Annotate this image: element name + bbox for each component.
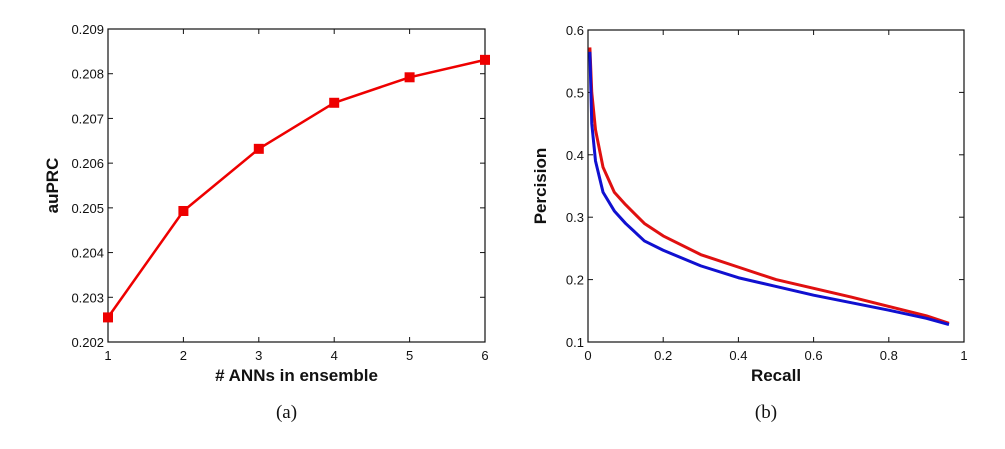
x-axis-label: # ANNs in ensemble [215, 366, 378, 385]
x-tick-label: 3 [255, 348, 262, 363]
axes-box [107, 28, 486, 343]
y-tick-label: 0.1 [566, 335, 584, 350]
x-tick-label: 0.2 [654, 348, 672, 363]
y-tick-label: 0.3 [566, 210, 584, 225]
y-tick-label: 0.4 [566, 148, 584, 163]
x-tick-label: 4 [331, 348, 338, 363]
x-tick-label: 5 [406, 348, 413, 363]
y-tick-label: 0.2 [566, 273, 584, 288]
y-tick-label: 0.208 [71, 67, 104, 82]
data-point [103, 312, 113, 323]
y-tick-label: 0.202 [71, 335, 104, 350]
chart-a: 1 2 3 4 5 6 0.202 0.203 0.204 0.205 0.206 0.207 0.20… [43, 22, 490, 423]
series-line-blue-curve [588, 51, 950, 326]
y-tick-label: 0.6 [566, 23, 584, 38]
y-tick-label: 0.207 [71, 111, 104, 126]
data-point [480, 54, 490, 65]
x-tick-label: 6 [481, 348, 488, 363]
data-point [329, 97, 340, 108]
chart-b: 0 0.2 0.4 0.6 0.8 1 0.1 0.2 0.3 0.4 0.5 0.6 Recall Pe… [531, 23, 968, 423]
caption: (b) [755, 402, 777, 423]
x-tick-label: 0.8 [880, 348, 898, 363]
series-line-auPRC [106, 58, 486, 319]
y-tick-label: 0.209 [71, 22, 104, 37]
x-tick-label: 2 [180, 348, 187, 363]
x-tick-label: 0.6 [805, 348, 823, 363]
x-tick-label: 0 [584, 348, 591, 363]
y-tick-label: 0.204 [71, 246, 104, 261]
x-tick-label: 1 [960, 348, 967, 363]
y-axis-label: Percision [531, 148, 550, 225]
y-tick-label: 0.206 [71, 156, 104, 171]
y-tick-label: 0.205 [71, 201, 104, 216]
y-tick-label: 0.5 [566, 85, 584, 100]
caption: (a) [276, 402, 297, 423]
data-point [253, 143, 264, 154]
y-tick-label: 0.203 [71, 290, 104, 305]
data-point [404, 72, 415, 83]
y-axis-label: auPRC [43, 158, 62, 214]
x-axis-label: Recall [751, 366, 801, 385]
axes-box [587, 29, 965, 343]
x-tick-label: 1 [104, 348, 111, 363]
x-tick-label: 0.4 [729, 348, 747, 363]
series-line-red-curve [588, 47, 950, 325]
data-point [178, 205, 189, 216]
